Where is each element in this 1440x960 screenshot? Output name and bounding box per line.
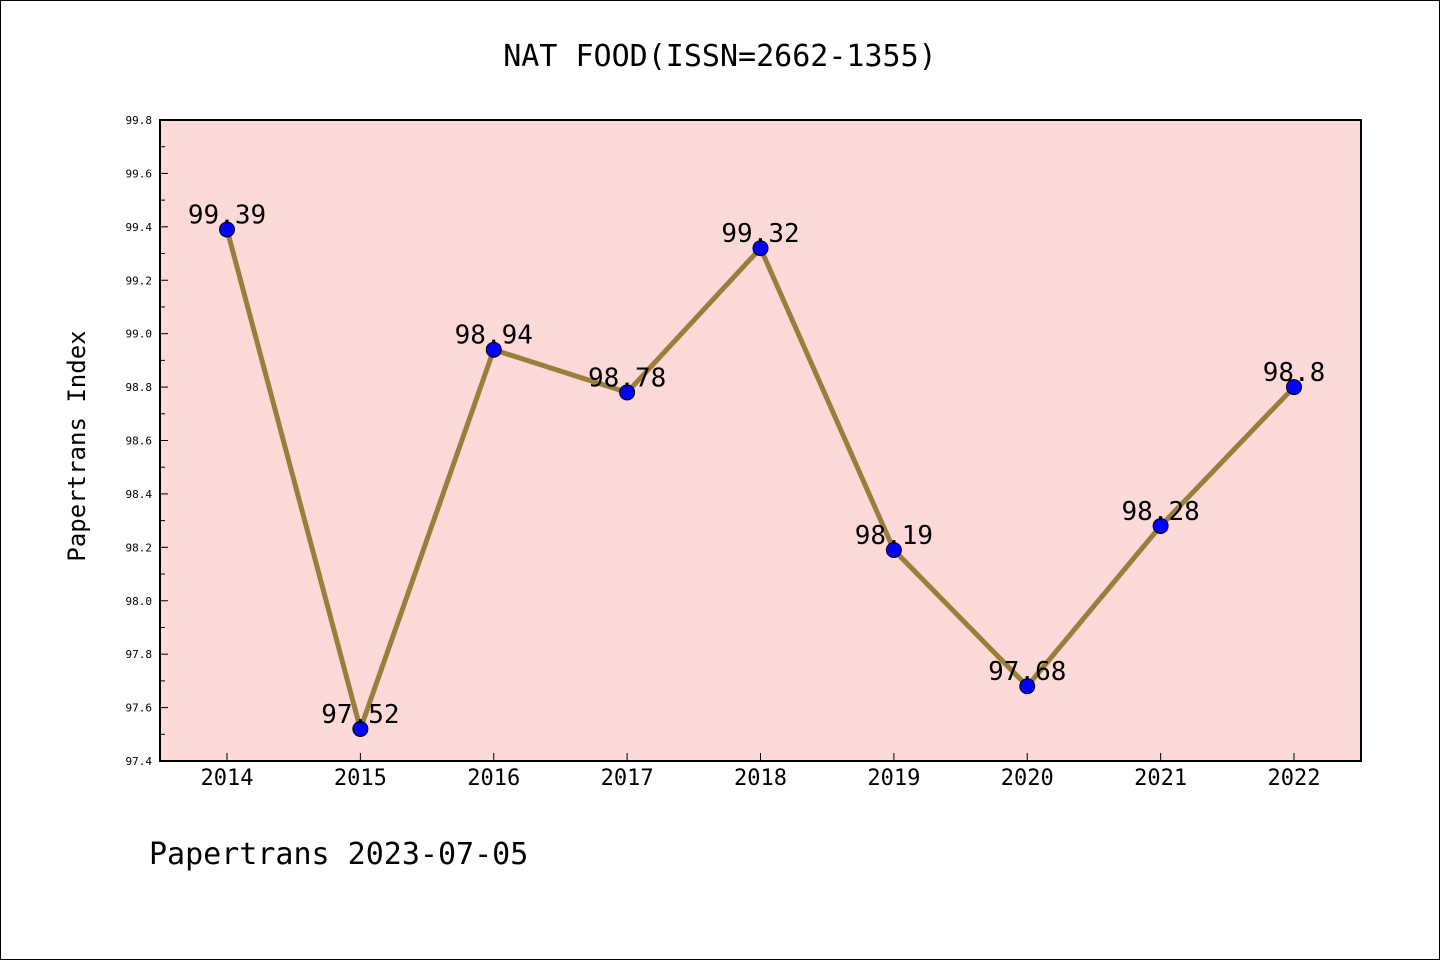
x-tick-label: 2018 xyxy=(734,766,787,791)
x-tick-label: 2014 xyxy=(201,766,254,791)
data-points xyxy=(219,221,1302,737)
data-labels: 99.39 97.52 98.94 98.78 99.32 98.19 97.68 98.28… xyxy=(188,201,1325,730)
y-tick-label: 98.6 xyxy=(126,435,153,448)
x-tick-label: 2021 xyxy=(1134,766,1187,791)
data-point xyxy=(1152,517,1169,534)
y-tick-label: 99.0 xyxy=(126,328,153,341)
data-point xyxy=(752,240,769,257)
y-tick-label: 99.6 xyxy=(126,167,153,180)
x-tick-label: 2022 xyxy=(1268,766,1321,791)
y-tick-label: 97.4 xyxy=(126,755,153,768)
data-label: 98.78 xyxy=(588,363,666,393)
x-tick-label: 2019 xyxy=(867,766,920,791)
data-label: 98.19 xyxy=(855,521,933,551)
data-point xyxy=(485,341,502,358)
data-point xyxy=(352,720,369,737)
data-point xyxy=(619,384,636,401)
y-tick-label: 98.2 xyxy=(126,541,153,554)
data-label: 99.39 xyxy=(188,201,266,231)
y-axis-label: Papertrans Index xyxy=(63,330,91,561)
data-point xyxy=(1286,379,1302,396)
data-point xyxy=(219,221,235,238)
data-label: 98.8 xyxy=(1263,358,1326,388)
data-label: 97.52 xyxy=(321,700,399,730)
y-tick-label: 97.6 xyxy=(126,702,153,715)
data-point xyxy=(885,542,902,559)
data-label: 98.28 xyxy=(1121,497,1199,527)
x-tick-label: 2016 xyxy=(467,766,520,791)
data-label: 98.94 xyxy=(455,321,533,351)
data-point xyxy=(1019,678,1036,695)
chart-title: NAT FOOD(ISSN=2662-1355) xyxy=(503,39,936,74)
data-label: 99.32 xyxy=(721,219,799,249)
y-tick-label: 99.2 xyxy=(126,274,153,287)
x-tick-label: 2020 xyxy=(1001,766,1054,791)
y-tick-label: 99.8 xyxy=(126,114,153,127)
y-tick-label: 99.4 xyxy=(126,221,153,234)
y-tick-label: 97.8 xyxy=(126,648,153,661)
plot-area xyxy=(159,119,1362,762)
footer-caption: Papertrans 2023-07-05 xyxy=(149,837,528,872)
x-tick-label: 2017 xyxy=(601,766,654,791)
data-label: 97.68 xyxy=(988,657,1066,687)
y-tick-label: 98.8 xyxy=(126,381,153,394)
x-tick-label: 2015 xyxy=(334,766,387,791)
y-tick-label: 98.4 xyxy=(126,488,153,501)
y-axis: 97.4 97.6 97.8 98.0 98.2 98.4 98.6 98.8 99.0 99.2… xyxy=(126,114,168,768)
x-axis: 2014 2015 2016 2017 2018 2019 2020 2021 2022 xyxy=(201,753,1321,791)
y-tick-label: 98.0 xyxy=(126,595,153,608)
